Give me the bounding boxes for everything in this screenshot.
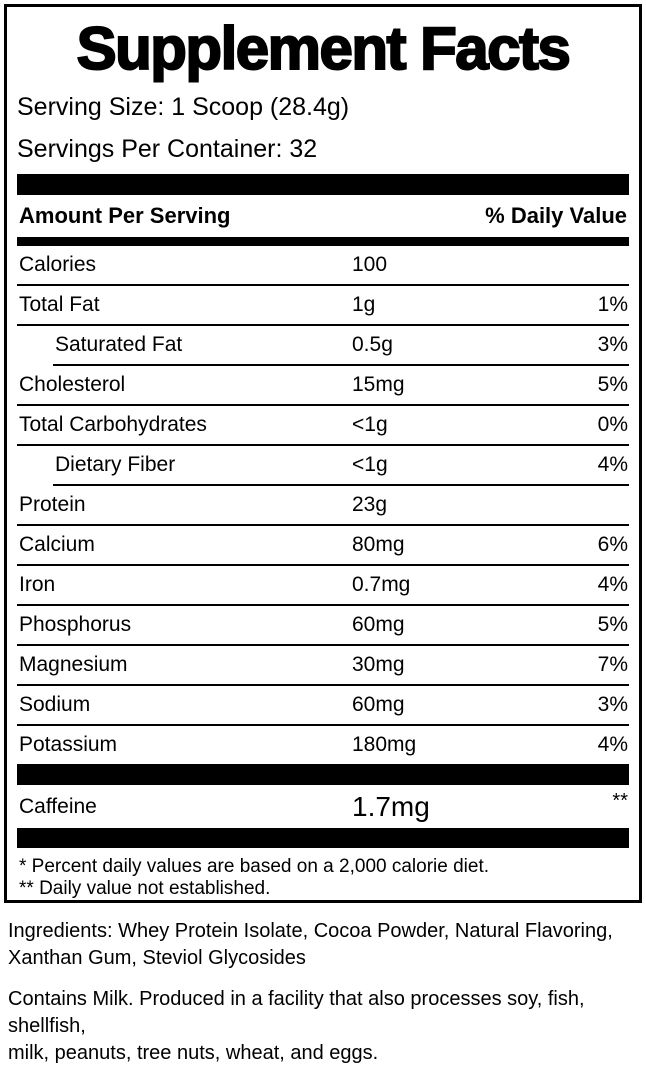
ingredients-line: Ingredients: Whey Protein Isolate, Cocoa… [8,920,613,942]
below-label-text: Ingredients: Whey Protein Isolate, Cocoa… [8,918,642,1067]
serving-size: Serving Size: 1 Scoop (28.4g) [17,93,350,121]
nutrient-rows: Calories 100 Total Fat 1g 1% Saturated Fat 0.5… [17,246,629,764]
nutrient-row: Phosphorus 60mg 5% [17,606,629,644]
row-separator [17,644,629,646]
footnotes: * Percent daily values are based on a 2,… [19,856,629,899]
medium-divider-header [17,237,629,246]
nutrient-dv: 4% [597,733,628,756]
nutrient-row: Protein 23g [17,486,629,524]
nutrient-amount: 60mg [352,693,405,716]
nutrient-dv: 5% [597,613,628,636]
nutrient-amount: 100 [352,253,388,276]
row-separator [17,324,629,326]
nutrient-dv: 1% [597,293,628,316]
thick-divider-top [17,174,629,195]
nutrient-amount: 60mg [352,613,405,636]
ingredients-text: Ingredients: Whey Protein Isolate, Cocoa… [8,918,642,972]
nutrient-name: Sodium [19,693,91,716]
row-separator [17,284,629,286]
servings-per-container: Servings Per Container: 32 [17,135,318,163]
nutrient-dv: 6% [597,533,628,556]
row-separator [17,724,629,726]
nutrient-amount: 80mg [352,533,405,556]
header-amount-per-serving: Amount Per Serving [19,203,231,228]
nutrient-dv: 3% [597,693,628,716]
nutrient-amount: 0.5g [352,333,393,356]
nutrient-row: Total Fat 1g 1% [17,286,629,324]
supplement-facts-label: Supplement Facts Serving Size: 1 Scoop (… [4,4,642,903]
nutrient-name: Calories [19,253,97,276]
row-separator [53,484,629,486]
caffeine-row: Caffeine 1.7mg ** [17,785,629,828]
nutrient-name: Saturated Fat [55,333,183,356]
nutrient-name: Potassium [19,733,118,756]
nutrient-row: Calcium 80mg 6% [17,526,629,564]
nutrient-dv: 4% [597,573,628,596]
column-header-row: Amount Per Serving % Daily Value [17,195,629,237]
nutrient-name: Phosphorus [19,613,132,636]
nutrient-name: Magnesium [19,653,128,676]
nutrient-row: Calories 100 [17,246,629,284]
row-separator [17,444,629,446]
nutrient-dv: 5% [597,373,628,396]
footnote-daily-values: * Percent daily values are based on a 2,… [19,856,490,877]
nutrient-dv: 4% [597,453,628,476]
nutrient-amount: <1g [352,453,388,476]
thick-divider-caffeine [17,828,629,848]
nutrient-amount: 15mg [352,373,405,396]
label-title: Supplement Facts [76,15,572,82]
nutrient-name: Total Carbohydrates [19,413,207,436]
nutrient-row: Iron 0.7mg 4% [17,566,629,604]
nutrient-amount: 1.7mg [352,790,430,822]
nutrient-dv: 3% [597,333,628,356]
nutrient-row: Sodium 60mg 3% [17,686,629,724]
row-separator [17,564,629,566]
row-separator [53,364,629,366]
header-daily-value: % Daily Value [485,203,627,228]
nutrient-name: Protein [19,493,86,516]
row-separator [17,684,629,686]
allergen-line: milk, peanuts, tree nuts, wheat, and egg… [8,1042,379,1064]
ingredients-line: Xanthan Gum, Steviol Glycosides [8,947,306,969]
nutrient-dv: ** [612,790,628,812]
nutrient-amount: 0.7mg [352,573,411,596]
nutrient-row: Dietary Fiber <1g 4% [17,446,629,484]
allergen-line: Contains Milk. Produced in a facility th… [8,988,585,1037]
nutrient-name: Calcium [19,533,95,556]
nutrient-amount: <1g [352,413,388,436]
allergen-text: Contains Milk. Produced in a facility th… [8,986,642,1067]
nutrient-dv: 7% [597,653,628,676]
nutrient-amount: 30mg [352,653,405,676]
nutrient-name: Cholesterol [19,373,126,396]
footnote-not-established: ** Daily value not established. [19,877,271,899]
nutrient-amount: 180mg [352,733,417,756]
nutrient-amount: 1g [352,293,376,316]
nutrient-name: Caffeine [19,794,97,818]
nutrient-row: Cholesterol 15mg 5% [17,366,629,404]
nutrient-row: Potassium 180mg 4% [17,726,629,764]
nutrient-row: Saturated Fat 0.5g 3% [17,326,629,364]
nutrient-amount: 23g [352,493,388,516]
row-separator [17,524,629,526]
nutrient-dv: 0% [597,413,628,436]
nutrient-row: Total Carbohydrates <1g 0% [17,406,629,444]
thick-divider-potassium [17,764,629,785]
nutrient-row: Magnesium 30mg 7% [17,646,629,684]
nutrient-name: Iron [19,573,56,596]
row-separator [17,404,629,406]
nutrient-name: Dietary Fiber [55,453,176,476]
nutrient-name: Total Fat [19,293,100,316]
row-separator [17,604,629,606]
